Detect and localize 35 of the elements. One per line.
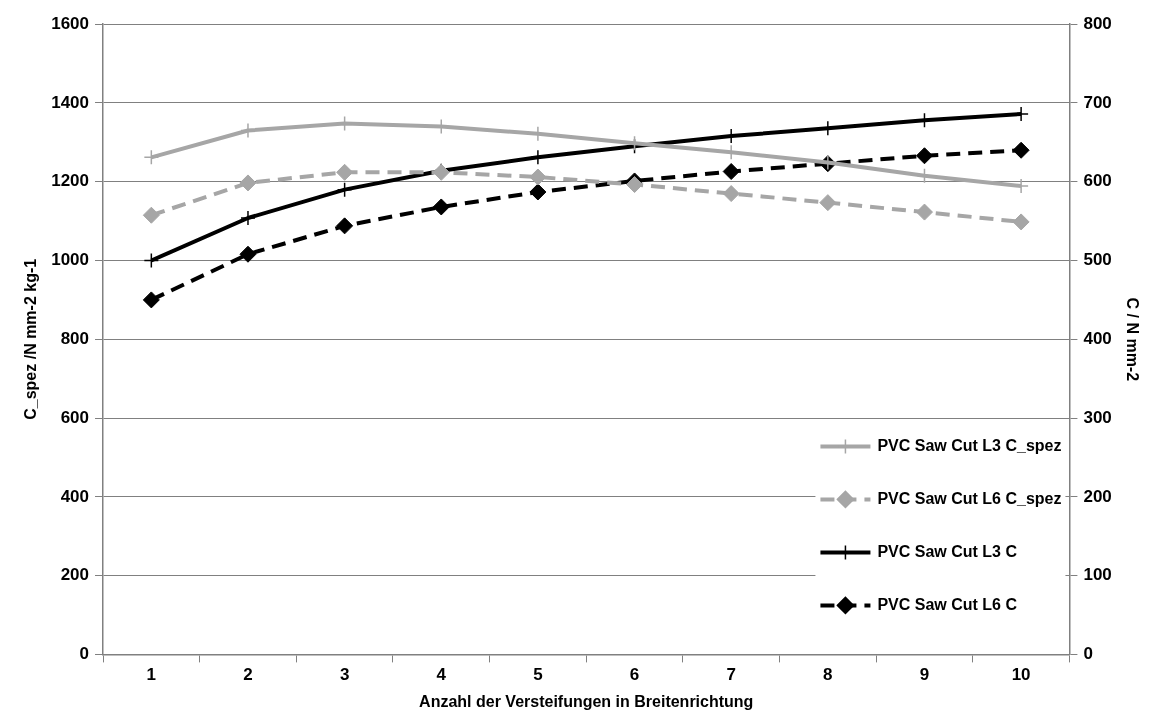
- x-tick-label: 5: [533, 665, 543, 685]
- x-tick-label: 6: [629, 665, 640, 685]
- x-tick-label: 8: [823, 665, 833, 685]
- x-tick-label: 9: [919, 665, 930, 685]
- y2-tick-label: 800: [1083, 13, 1112, 33]
- legend-label: PVC Saw Cut L3 C: [877, 542, 1018, 560]
- y-tick-label: 1600: [51, 13, 90, 33]
- y-tick-label: 0: [79, 644, 90, 664]
- legend-label: PVC Saw Cut L6 C_spez: [877, 489, 1062, 507]
- y2-tick-label: 300: [1083, 407, 1112, 427]
- y2-axis-title: C / N mm-2: [1123, 297, 1141, 382]
- x-tick-label: 1: [146, 665, 157, 685]
- x-tick-label: 3: [339, 665, 350, 685]
- y-tick-label: 1200: [51, 171, 90, 191]
- y-tick-label: 200: [60, 565, 90, 585]
- legend-label: PVC Saw Cut L6 C: [877, 595, 1018, 613]
- y-tick-label: 800: [60, 328, 90, 348]
- x-tick-label: 7: [726, 665, 736, 685]
- x-tick-label: 2: [243, 665, 253, 685]
- legend-label: PVC Saw Cut L3 C_spez: [877, 436, 1062, 454]
- y2-tick-label: 700: [1083, 92, 1112, 112]
- y2-tick-label: 600: [1083, 171, 1112, 191]
- x-axis-title: Anzahl der Versteifungen in Breitenrichtung: [419, 692, 754, 710]
- y2-tick-label: 400: [1083, 328, 1112, 348]
- x-tick-label: 10: [1011, 665, 1031, 685]
- x-tick-label: 4: [436, 665, 447, 685]
- y-tick-label: 1000: [51, 250, 90, 270]
- y2-tick-label: 0: [1083, 644, 1093, 664]
- y2-tick-label: 200: [1083, 486, 1112, 506]
- y2-tick-label: 500: [1083, 250, 1112, 270]
- y-tick-label: 600: [60, 407, 90, 427]
- y-tick-label: 400: [60, 486, 90, 506]
- y-axis-title: C_spez /N mm-2 kg-1: [22, 258, 40, 420]
- y-tick-label: 1400: [51, 92, 90, 112]
- y2-tick-label: 100: [1083, 565, 1112, 585]
